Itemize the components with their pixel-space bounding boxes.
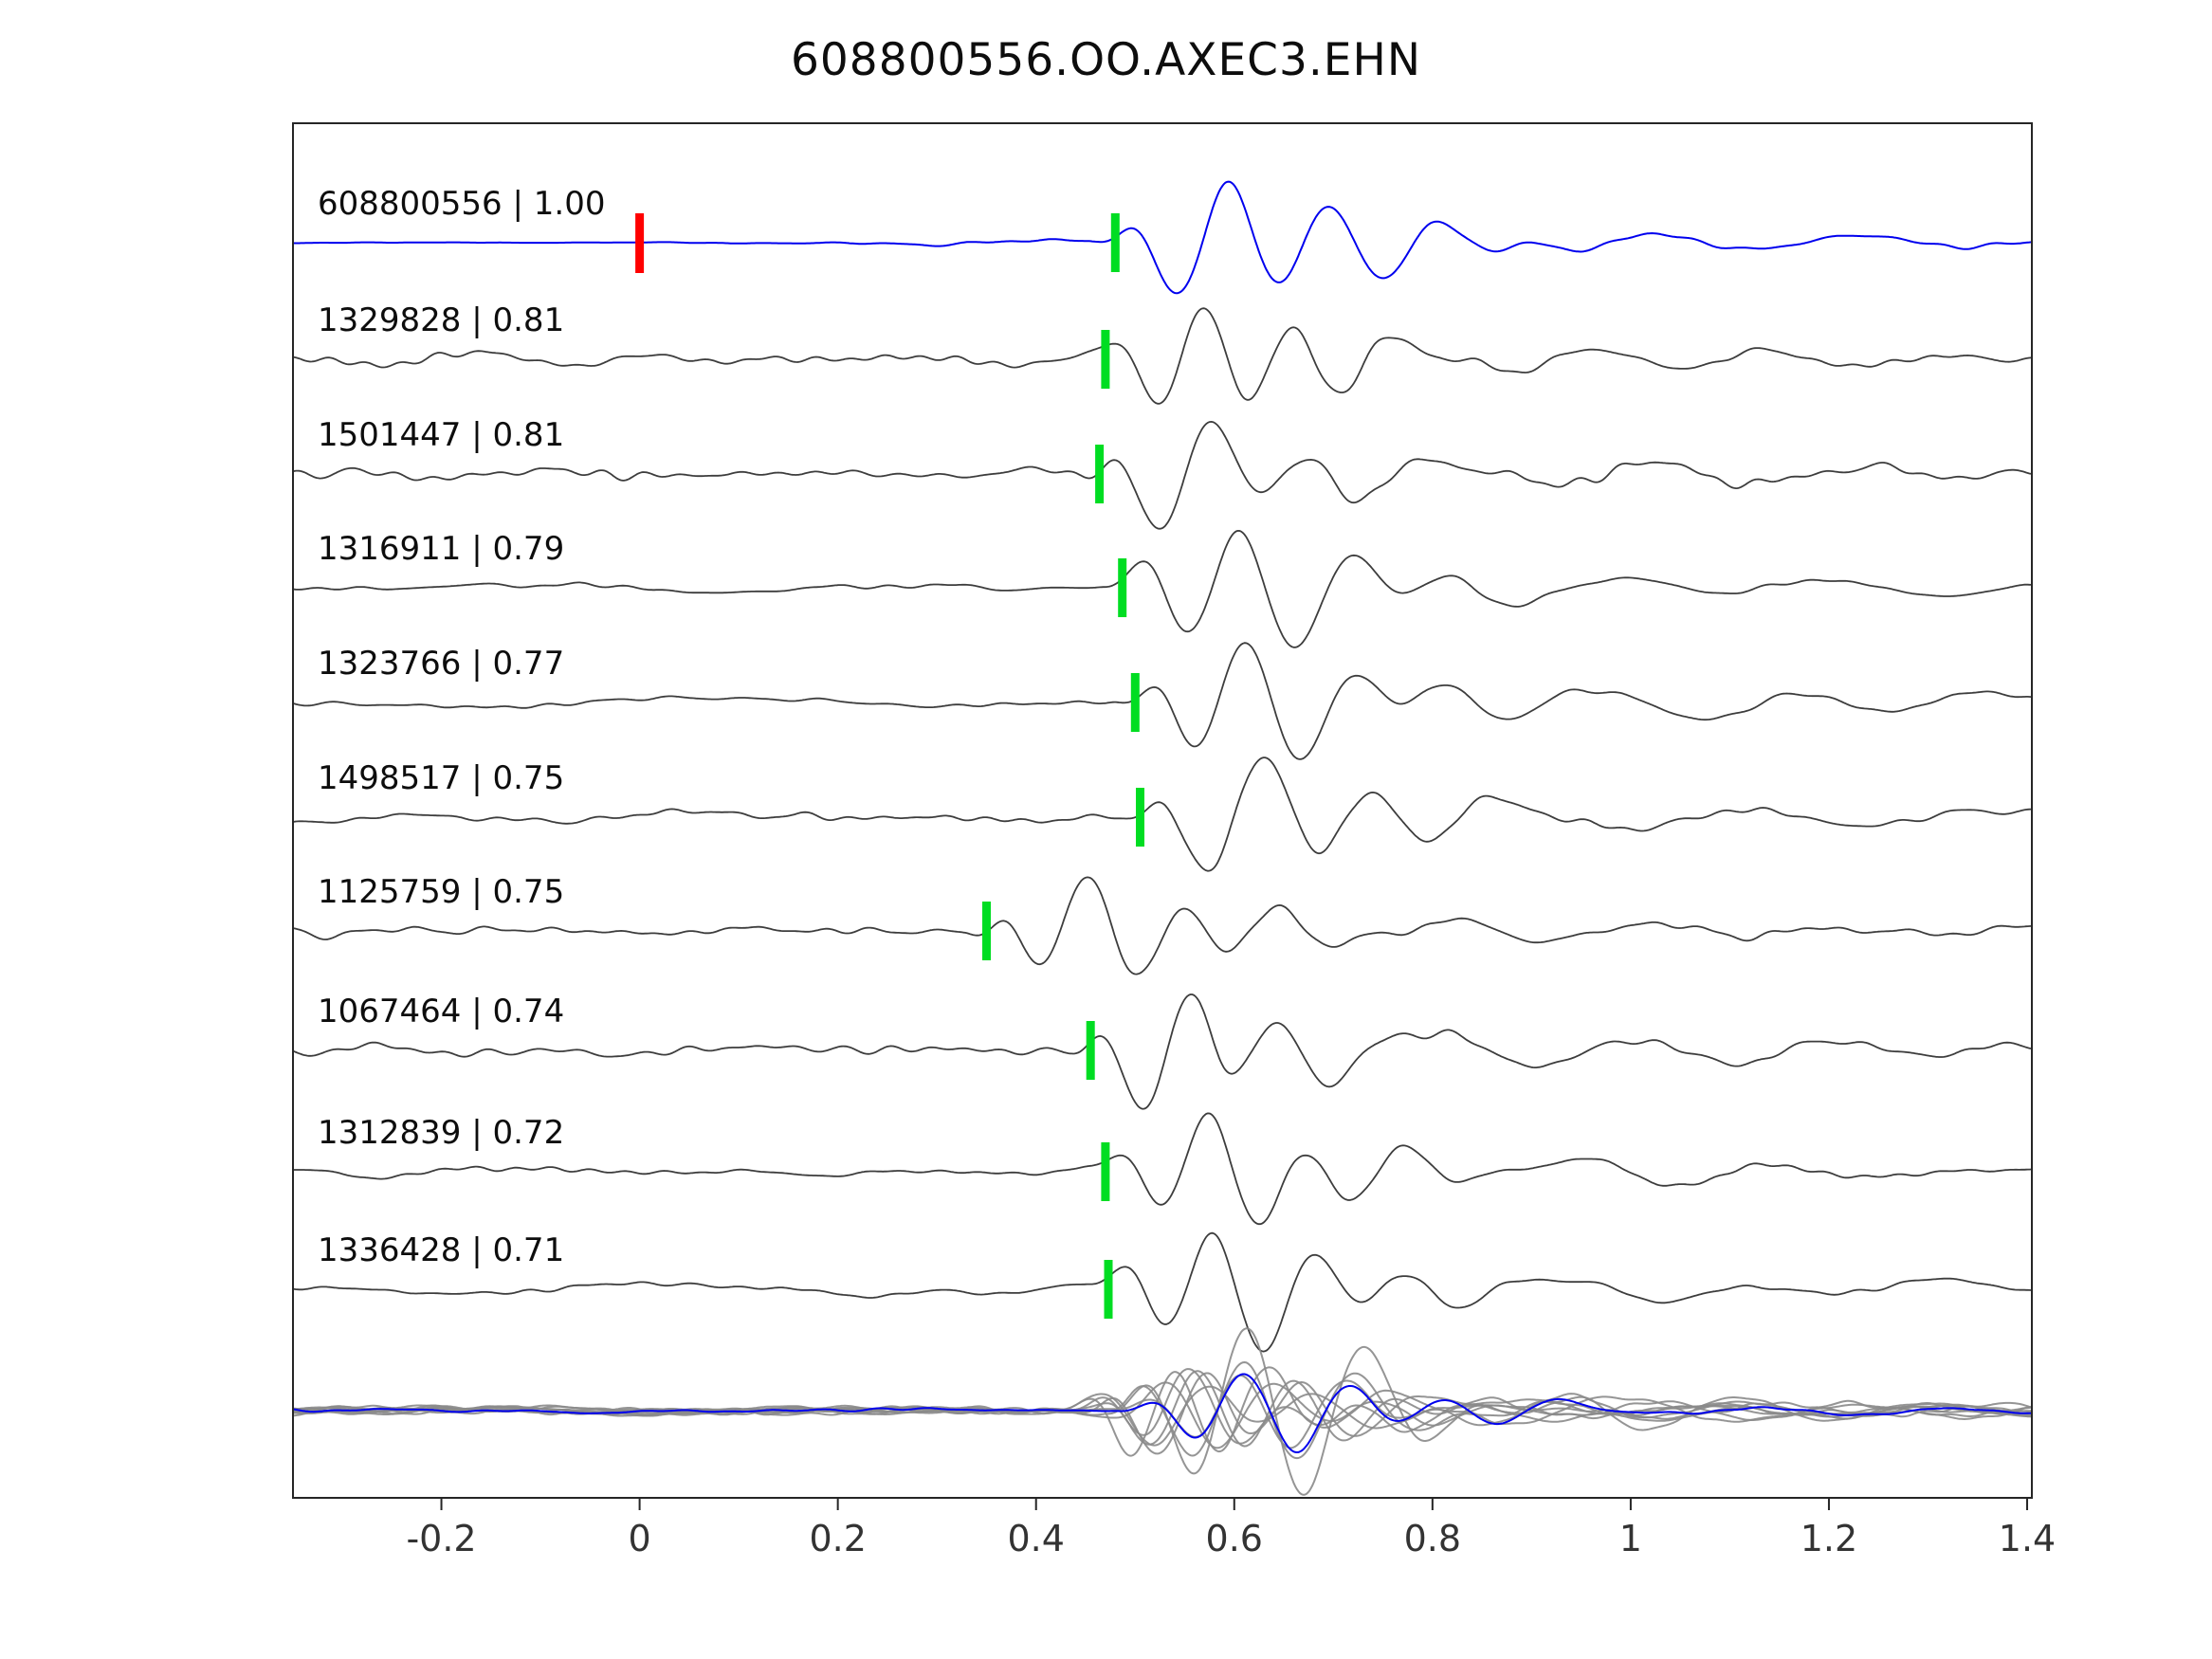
trace-label-1316911: 1316911 | 0.79 [318, 530, 564, 568]
pick-marker-1125759 [982, 902, 991, 960]
trace-label-1501447: 1501447 | 0.81 [318, 416, 564, 454]
x-tick-label-1.2: 1.2 [1801, 1518, 1857, 1559]
pick-marker-608800556 [1110, 213, 1120, 272]
match-waveform-1336428 [293, 1231, 2032, 1353]
chart-title: 608800556.OO.AXEC3.EHN [791, 34, 1421, 86]
match-waveform-1312839 [293, 1112, 2032, 1226]
trace-label-608800556: 608800556 | 1.00 [318, 185, 605, 223]
match-waveform-1498517 [293, 757, 2032, 872]
trace-label-1498517: 1498517 | 0.75 [318, 759, 564, 797]
template-waveform [293, 180, 2032, 295]
x-tick-label-1: 1 [1619, 1518, 1642, 1559]
match-waveform-1125759 [293, 876, 2032, 975]
pick-marker-1336428 [1104, 1260, 1113, 1319]
pick-marker-1323766 [1130, 673, 1140, 732]
x-tick-label-1.4: 1.4 [1999, 1518, 2056, 1559]
match-waveform-1316911 [293, 530, 2032, 648]
trace-label-1125759: 1125759 | 0.75 [318, 873, 564, 911]
match-waveform-1323766 [293, 642, 2032, 760]
match-waveform-1501447 [293, 421, 2032, 530]
match-waveform-1329828 [293, 307, 2032, 405]
trace-label-1067464: 1067464 | 0.74 [318, 993, 564, 1030]
x-tick-label-0.2: 0.2 [809, 1518, 866, 1559]
trace-label-1336428: 1336428 | 0.71 [318, 1231, 564, 1269]
x-tick-label-0.4: 0.4 [1008, 1518, 1065, 1559]
x-tick-label-0: 0 [629, 1518, 651, 1559]
match-waveform-1067464 [293, 994, 2032, 1110]
x-tick-label-0.6: 0.6 [1206, 1518, 1263, 1559]
pick-marker-1329828 [1101, 330, 1110, 389]
trace-label-1329828: 1329828 | 0.81 [318, 301, 564, 339]
trace-label-1323766: 1323766 | 0.77 [318, 645, 564, 683]
template-origin-marker [635, 213, 645, 273]
pick-marker-1501447 [1095, 445, 1105, 503]
overlay-gray-trace-2 [293, 1361, 2031, 1460]
pick-marker-1067464 [1086, 1021, 1095, 1080]
pick-marker-1498517 [1136, 788, 1144, 847]
axes-box [292, 122, 2033, 1499]
x-tick-label-0.8: 0.8 [1404, 1518, 1461, 1559]
x-tick-label--0.2: -0.2 [406, 1518, 476, 1559]
overlay-blue-template [293, 1373, 2031, 1453]
trace-label-1312839: 1312839 | 0.72 [318, 1114, 564, 1152]
pick-marker-1312839 [1101, 1142, 1110, 1201]
pick-marker-1316911 [1118, 558, 1127, 617]
